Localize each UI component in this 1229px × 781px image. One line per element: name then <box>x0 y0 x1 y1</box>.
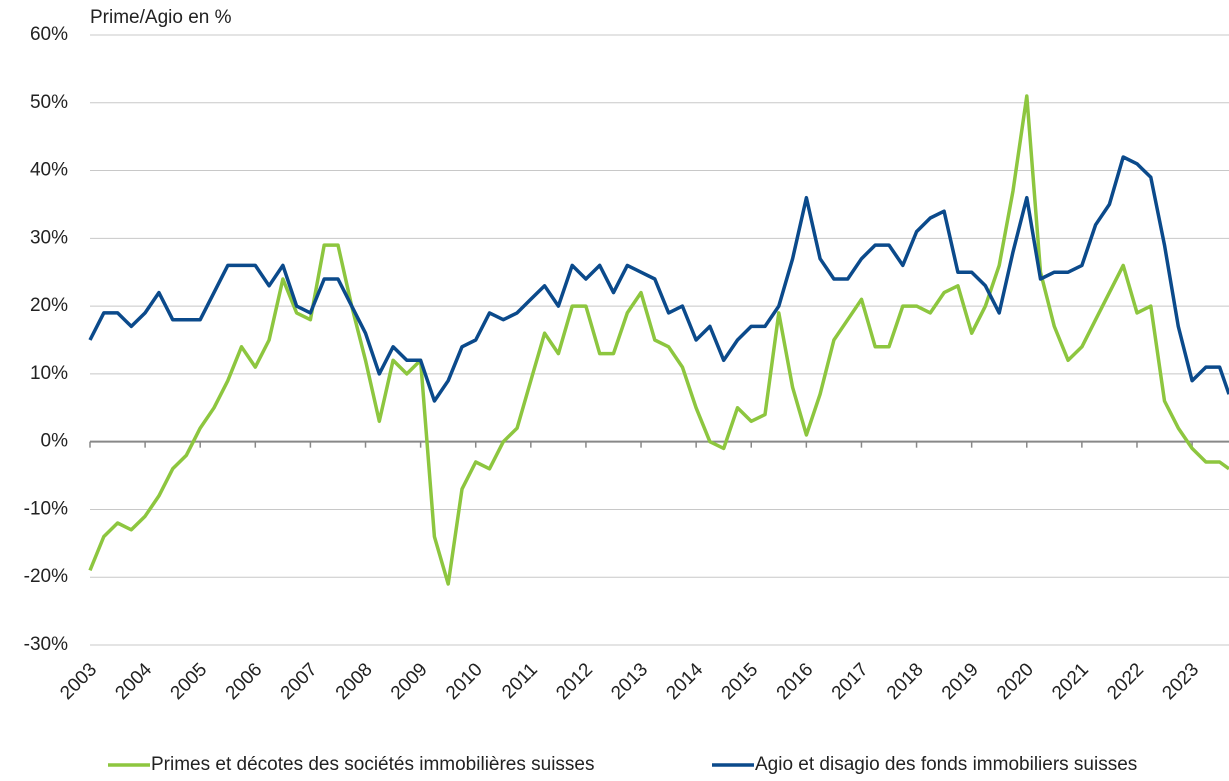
x-tick-label: 2022 <box>1103 659 1148 704</box>
x-tick-label: 2020 <box>993 659 1038 704</box>
x-tick-label: 2012 <box>552 659 597 704</box>
x-tick-label: 2023 <box>1158 659 1203 704</box>
x-tick-label: 2013 <box>607 659 652 704</box>
x-tick-label: 2008 <box>332 659 377 704</box>
x-tick-label: 2003 <box>56 659 101 704</box>
series-line <box>88 155 1229 403</box>
y-tick-label: 60% <box>30 24 68 45</box>
x-tick-label: 2004 <box>111 659 156 704</box>
x-tick-label: 2005 <box>167 659 212 704</box>
y-tick-label: 0% <box>41 431 69 452</box>
x-tick-label: 2016 <box>773 659 818 704</box>
y-axis-title: Prime/Agio en % <box>90 7 232 28</box>
x-tick-label: 2018 <box>883 659 928 704</box>
x-tick-label: 2019 <box>938 659 983 704</box>
y-tick-label: 10% <box>30 363 68 384</box>
y-tick-label: 30% <box>30 227 68 248</box>
y-tick-label: 50% <box>30 92 68 113</box>
x-tick-label: 2011 <box>498 659 542 703</box>
y-tick-label: 20% <box>30 295 68 316</box>
x-tick-label: 2007 <box>277 659 322 704</box>
y-tick-label: -10% <box>24 498 68 519</box>
x-tick-label: 2006 <box>222 659 267 704</box>
x-tick-label: 2021 <box>1048 659 1093 704</box>
y-tick-label: 40% <box>30 160 68 181</box>
x-tick-label: 2014 <box>662 659 707 704</box>
legend-label: Primes et décotes des sociétés immobiliè… <box>151 754 595 775</box>
y-tick-label: -30% <box>24 634 68 655</box>
x-tick-label: 2017 <box>828 659 873 704</box>
legend-label: Agio et disagio des fonds immobiliers su… <box>755 754 1137 775</box>
y-tick-label: -20% <box>24 566 68 587</box>
x-tick-label: 2010 <box>442 659 487 704</box>
x-tick-label: 2015 <box>718 659 763 704</box>
x-tick-label: 2009 <box>387 659 432 704</box>
series-line <box>88 94 1229 586</box>
